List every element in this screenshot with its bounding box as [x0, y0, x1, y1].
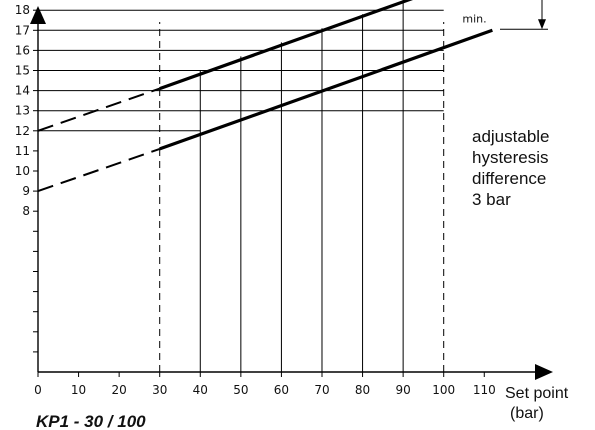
annotation-line-2: difference — [472, 169, 546, 188]
y-tick-label-10: 18 — [15, 3, 30, 17]
x-tick-label-6: 60 — [274, 383, 289, 397]
x-tick-label-7: 70 — [314, 383, 329, 397]
y-axis-arrow — [30, 6, 46, 24]
x-tick-label-4: 40 — [193, 383, 208, 397]
x-axis-arrow — [535, 364, 553, 380]
guides-layer — [38, 0, 445, 372]
x-tick-label-10: 100 — [432, 383, 455, 397]
series-extrapolation-1 — [37, 147, 161, 193]
y-tick-label-1: 9 — [22, 184, 30, 198]
series-label-1: min. — [462, 12, 486, 25]
annotation-line-3: 3 bar — [472, 190, 511, 209]
series-layer — [37, 0, 493, 193]
y-tick-label-5: 13 — [15, 104, 30, 118]
y-tick-label-2: 10 — [15, 164, 30, 178]
annotation-layer: adjustable hysteresis difference 3 bar — [472, 0, 550, 209]
y-tick-label-6: 14 — [15, 84, 30, 98]
y-tick-label-9: 17 — [15, 23, 30, 37]
axes-layer — [30, 6, 553, 380]
x-tick-label-3: 30 — [152, 383, 167, 397]
bracket-arrow-down — [538, 19, 546, 30]
annotation-line-1: hysteresis — [472, 148, 549, 167]
y-tick-label-4: 12 — [15, 124, 30, 138]
series-line-1 — [159, 28, 493, 151]
series-line-0 — [159, 0, 413, 91]
y-tick-label-3: 11 — [15, 144, 30, 158]
x-tick-label-5: 50 — [233, 383, 248, 397]
x-tick-label-11: 110 — [473, 383, 496, 397]
y-tick-label-7: 15 — [15, 64, 30, 78]
labels-layer: 0 10 20 30 40 50 60 70 80 90 100 110 8 9 10 11 12 13 14 15 1… — [15, 3, 569, 422]
x-tick-label-2: 20 — [111, 383, 126, 397]
x-axis-unit: (bar) — [510, 405, 544, 422]
x-tick-label-8: 80 — [355, 383, 370, 397]
y-tick-label-0: 8 — [22, 204, 30, 218]
annotation-line-0: adjustable — [472, 127, 550, 146]
chart-title: KP1 - 30 / 100 — [36, 412, 146, 430]
x-tick-label-0: 0 — [34, 383, 42, 397]
x-axis-label: Set point — [505, 385, 569, 402]
x-tick-label-1: 10 — [71, 383, 86, 397]
series-extrapolation-0 — [37, 87, 161, 132]
x-tick-label-9: 90 — [395, 383, 410, 397]
y-tick-label-8: 16 — [15, 43, 30, 57]
